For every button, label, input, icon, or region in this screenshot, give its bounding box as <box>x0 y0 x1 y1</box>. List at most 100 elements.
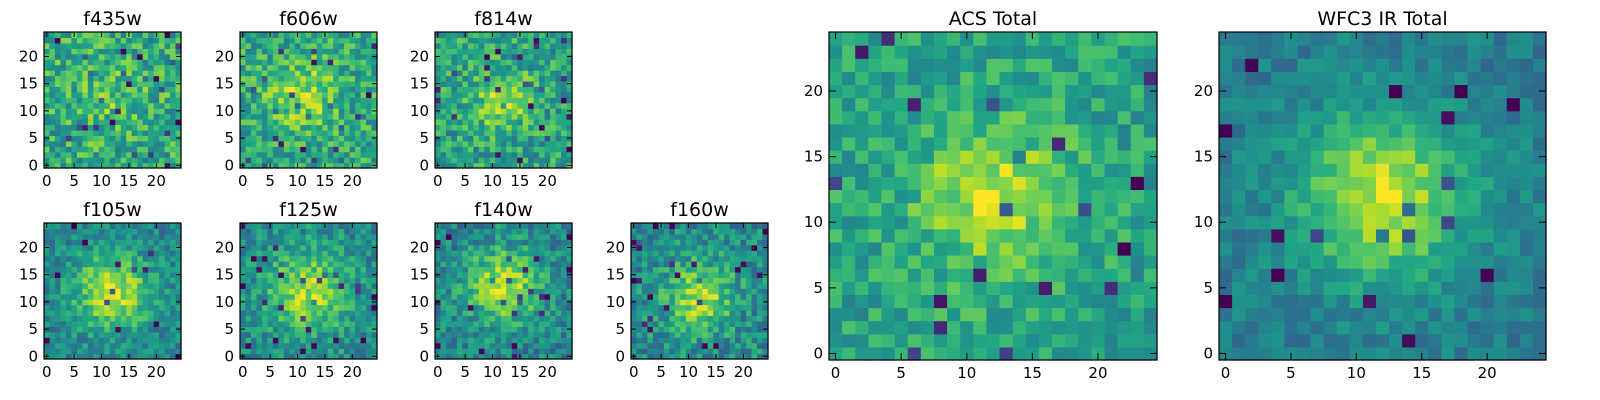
heatmap-cell <box>311 223 318 230</box>
heatmap-cell <box>371 146 378 153</box>
heatmap-cell <box>566 233 573 240</box>
x-tick-label: 15 <box>706 363 725 381</box>
heatmap-cell <box>894 333 909 348</box>
heatmap-cell <box>478 244 485 251</box>
heatmap-cell <box>539 135 546 142</box>
heatmap-cell <box>855 228 869 243</box>
heatmap-cell <box>517 113 524 120</box>
heatmap-cell <box>539 97 546 104</box>
heatmap-cell <box>500 53 507 60</box>
heatmap-cell <box>746 304 753 311</box>
heatmap-cell <box>842 294 856 309</box>
heatmap-cell <box>87 250 94 257</box>
heatmap-cell <box>289 59 296 66</box>
heatmap-cell <box>240 124 247 131</box>
heatmap-cell <box>261 266 268 273</box>
heatmap-cell <box>360 48 367 55</box>
heatmap-cell <box>115 42 122 49</box>
heatmap-cell <box>762 277 769 284</box>
heatmap-cell <box>305 310 312 317</box>
heatmap-cell <box>478 140 485 147</box>
heatmap-cell <box>54 59 62 66</box>
heatmap-cell <box>256 293 263 300</box>
heatmap-cell <box>109 250 116 257</box>
heatmap-cell <box>104 97 111 104</box>
heatmap-cell <box>440 129 447 136</box>
heatmap-cell <box>440 102 447 109</box>
heatmap-cell <box>539 151 546 158</box>
heatmap-cell <box>718 326 725 333</box>
heatmap-cell <box>98 337 105 344</box>
heatmap-cell <box>131 320 138 327</box>
heatmap-cell <box>555 228 562 235</box>
heatmap-cell <box>506 228 513 235</box>
heatmap-cell <box>349 140 356 147</box>
heatmap-cell <box>456 310 463 317</box>
heatmap-cell <box>256 255 263 262</box>
heatmap-cell <box>478 353 485 360</box>
heatmap-cell <box>746 310 753 317</box>
heatmap-cell <box>115 64 122 71</box>
heatmap-cell <box>500 124 507 131</box>
heatmap-cell <box>256 42 263 49</box>
heatmap-cell <box>1091 215 1106 230</box>
heatmap-cell <box>757 320 764 327</box>
heatmap-cell <box>1117 268 1132 282</box>
heatmap-cell <box>647 288 654 295</box>
heatmap-cell <box>87 97 94 104</box>
heatmap-cell <box>561 42 568 49</box>
heatmap-cell <box>104 331 111 338</box>
heatmap-cell <box>445 326 453 333</box>
heatmap-cell <box>484 304 491 311</box>
heatmap-cell <box>500 239 507 246</box>
heatmap-cell <box>506 42 513 49</box>
heatmap-cell <box>669 310 676 317</box>
heatmap-cell <box>82 80 89 87</box>
heatmap-cell <box>316 223 323 230</box>
heatmap-cell <box>311 140 318 147</box>
heatmap-cell <box>131 119 138 126</box>
heatmap-cell <box>71 151 78 158</box>
heatmap-cell <box>511 320 518 327</box>
heatmap-cell <box>478 80 485 87</box>
heatmap-cell <box>267 53 274 60</box>
heatmap-cell <box>109 223 116 230</box>
heatmap-cell <box>566 331 573 338</box>
heatmap-cell <box>1078 333 1092 348</box>
heatmap-cell <box>159 59 166 66</box>
heatmap-cell <box>566 304 573 311</box>
heatmap-cell <box>327 64 334 71</box>
heatmap-cell <box>49 140 56 147</box>
heatmap-cell <box>137 64 144 71</box>
heatmap-cell <box>283 162 290 169</box>
heatmap-cell <box>98 37 105 44</box>
heatmap-cell <box>855 333 869 348</box>
heatmap-cell <box>65 129 72 136</box>
heatmap-cell <box>506 304 513 311</box>
heatmap-cell <box>120 119 127 126</box>
heatmap-cell <box>98 42 105 49</box>
heatmap-cell <box>366 162 373 169</box>
heatmap-cell <box>294 86 301 93</box>
heatmap-cell <box>1012 176 1027 191</box>
heatmap-cell <box>528 310 535 317</box>
heatmap-cell <box>333 223 340 230</box>
heatmap-cell <box>71 282 78 289</box>
y-tick-label: 0 <box>419 347 429 365</box>
heatmap-cell <box>278 239 285 246</box>
heatmap-cell <box>120 37 127 44</box>
heatmap-cell <box>631 293 638 300</box>
heatmap-cell <box>256 59 263 66</box>
heatmap-cell <box>311 124 318 131</box>
heatmap-cell <box>456 140 463 147</box>
heatmap-cell <box>115 146 122 153</box>
heatmap-cell <box>245 135 252 142</box>
heatmap-cell <box>517 320 524 327</box>
heatmap-cell <box>98 299 105 306</box>
heatmap-cell <box>148 108 155 115</box>
heatmap-cell <box>680 310 687 317</box>
heatmap-cell <box>517 129 524 136</box>
heatmap-cell <box>120 75 127 82</box>
heatmap-cell <box>539 124 546 131</box>
heatmap-cell <box>272 53 279 60</box>
